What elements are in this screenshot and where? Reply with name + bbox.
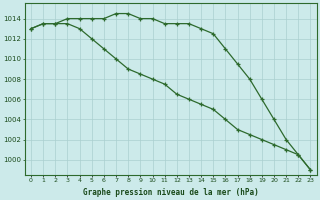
X-axis label: Graphe pression niveau de la mer (hPa): Graphe pression niveau de la mer (hPa) [83,188,259,197]
